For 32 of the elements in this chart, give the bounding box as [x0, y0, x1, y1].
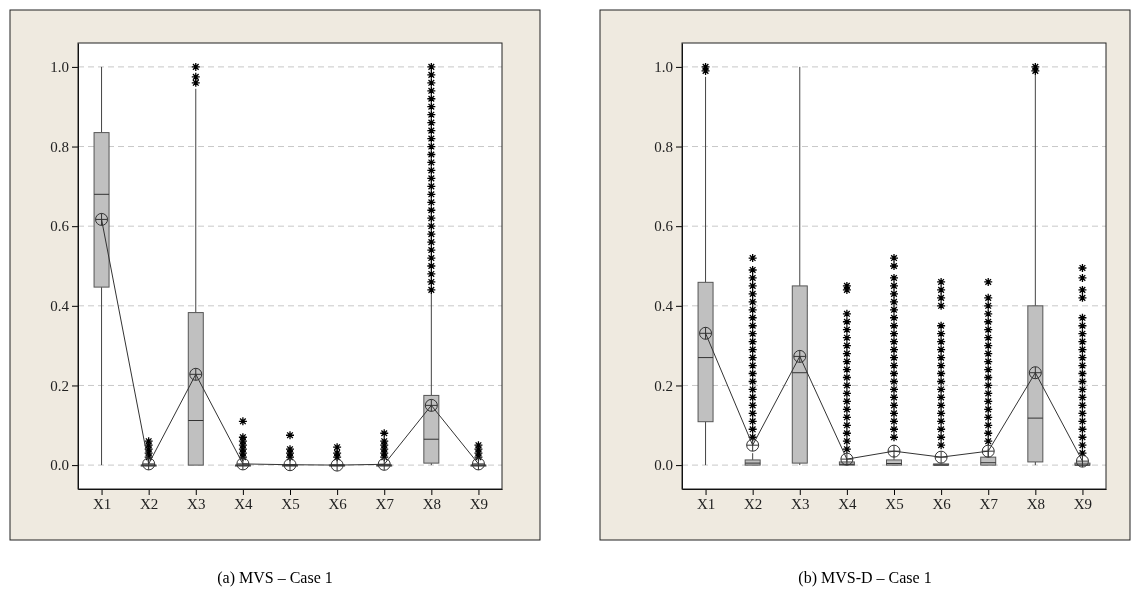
x-tick-label: X7 [375, 495, 395, 512]
x-tick-label: X2 [743, 495, 763, 512]
y-tick-label: 0.6 [654, 218, 674, 235]
text: (a) MVS – Case 1 [217, 569, 333, 587]
y-tick-label: 1.0 [50, 59, 69, 76]
x-tick-label: X5 [281, 495, 300, 512]
x-tick-label: X2 [139, 495, 159, 512]
y-tick-label: 0.2 [654, 377, 673, 394]
x-tick-label: X7 [979, 495, 999, 512]
x-tick-label: X3 [187, 495, 206, 512]
x-tick-label: X1 [92, 495, 112, 512]
x-tick-label: X9 [1073, 495, 1093, 512]
y-tick-label: 0.0 [50, 457, 69, 474]
y-tick-label: 0.4 [50, 298, 70, 315]
x-tick-label: X6 [328, 495, 348, 512]
y-tick-label: 0.6 [50, 218, 70, 235]
x-tick-label: X9 [469, 495, 489, 512]
x-tick-label: X4 [234, 495, 254, 512]
x-tick-label: X4 [838, 495, 858, 512]
y-tick-label: 0.8 [654, 138, 673, 155]
x-tick-label: X5 [885, 495, 904, 512]
y-tick-label: 0.2 [50, 377, 69, 394]
x-tick-label: X6 [932, 495, 952, 512]
y-tick-label: 1.0 [654, 59, 673, 76]
x-tick-label: X8 [422, 495, 442, 512]
y-tick-label: 0.0 [654, 457, 673, 474]
x-tick-label: X8 [1026, 495, 1046, 512]
text: (b) MVS-D – Case 1 [798, 569, 932, 587]
y-tick-label: 0.4 [654, 298, 674, 315]
y-tick-label: 0.8 [50, 138, 69, 155]
x-tick-label: X1 [696, 495, 716, 512]
x-tick-label: X3 [791, 495, 810, 512]
